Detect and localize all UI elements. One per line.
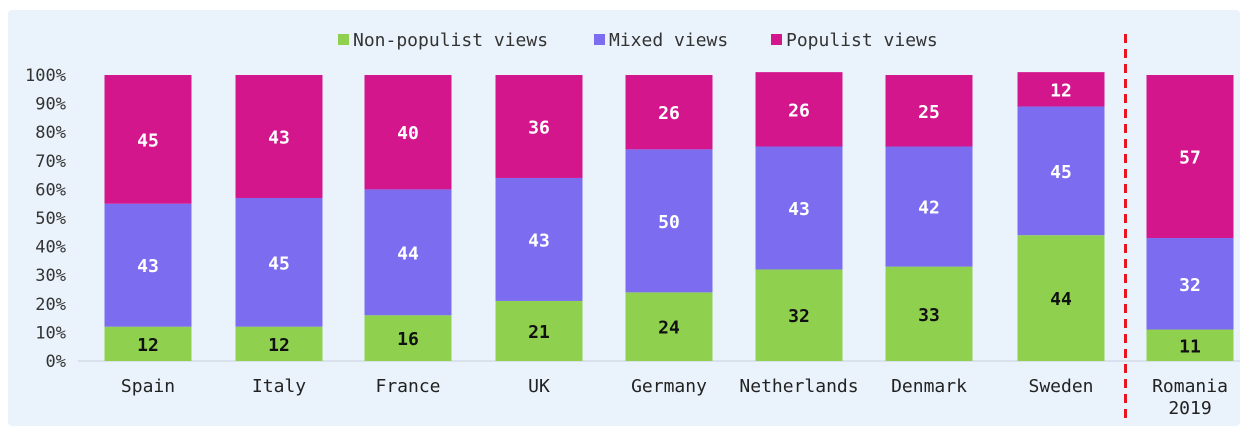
bar-segment: [495, 75, 583, 178]
bar-segment: [625, 292, 713, 361]
x-tick-label: Germany: [631, 376, 707, 397]
bar-segment: [1017, 106, 1105, 236]
bar-segment: [235, 326, 323, 361]
bar-segment: [885, 266, 973, 361]
bar-segment: [1146, 238, 1234, 330]
bar-segment: [755, 72, 843, 147]
data-label: 44: [1050, 289, 1072, 310]
bar-segment: [1017, 235, 1105, 361]
y-tick-label: 40%: [35, 238, 66, 258]
x-tick-label: Italy: [252, 376, 306, 397]
data-label: 16: [397, 329, 419, 350]
y-tick-label: 90%: [35, 95, 66, 115]
x-tick-label: 2019: [1168, 398, 1211, 419]
data-label: 43: [268, 127, 290, 148]
data-label: 24: [658, 318, 680, 339]
bar-segment: [495, 177, 583, 301]
x-tick-label: Romania: [1152, 376, 1228, 397]
data-label: 26: [658, 103, 680, 124]
bar-segment: [364, 189, 452, 316]
data-label: 12: [268, 335, 290, 356]
data-label: 26: [788, 100, 810, 121]
bar-segment: [235, 75, 323, 198]
y-tick-label: 20%: [35, 295, 66, 315]
bar-segment: [104, 203, 192, 327]
legend-label: Non-populist views: [353, 30, 548, 51]
data-label: 45: [137, 130, 159, 151]
bar-segment: [755, 146, 843, 270]
data-label: 11: [1179, 336, 1201, 357]
y-tick-label: 0%: [46, 352, 66, 372]
bar-segment: [885, 146, 973, 267]
data-label: 33: [918, 305, 940, 326]
legend-label: Populist views: [786, 30, 938, 51]
bar-segment: [625, 149, 713, 293]
bar-segment: [625, 75, 713, 150]
x-tick-label: Netherlands: [739, 376, 858, 397]
bar-segment: [495, 300, 583, 361]
data-label: 43: [528, 230, 550, 251]
x-tick-label: Sweden: [1028, 376, 1093, 397]
data-label: 43: [788, 199, 810, 220]
y-tick-label: 70%: [35, 152, 66, 172]
bar-segment: [1146, 75, 1234, 239]
data-label: 25: [918, 102, 940, 123]
legend-swatch: [594, 34, 605, 45]
bar-segment: [885, 75, 973, 147]
data-label: 45: [1050, 162, 1072, 183]
y-tick-label: 100%: [25, 66, 66, 86]
bar-segment: [104, 326, 192, 361]
data-label: 43: [137, 256, 159, 277]
y-tick-label: 10%: [35, 323, 66, 343]
legend-swatch: [771, 34, 782, 45]
bar-segment: [364, 75, 452, 190]
legend-swatch: [338, 34, 349, 45]
y-tick-label: 30%: [35, 266, 66, 286]
bar-segment: [364, 315, 452, 361]
y-tick-label: 80%: [35, 123, 66, 143]
data-label: 32: [788, 306, 810, 327]
data-label: 42: [918, 198, 940, 219]
y-tick-label: 60%: [35, 180, 66, 200]
x-tick-label: Spain: [121, 376, 175, 397]
bar-segment: [755, 269, 843, 361]
data-label: 44: [397, 243, 419, 264]
data-label: 12: [137, 335, 159, 356]
data-label: 57: [1179, 148, 1201, 169]
legend-label: Mixed views: [609, 30, 728, 51]
data-label: 40: [397, 123, 419, 144]
bar-segment: [104, 75, 192, 204]
data-label: 12: [1050, 80, 1072, 101]
data-label: 32: [1179, 275, 1201, 296]
data-label: 45: [268, 253, 290, 274]
bar-segment: [1017, 72, 1105, 107]
x-tick-label: France: [375, 376, 440, 397]
x-tick-label: UK: [528, 376, 550, 397]
bar-segment: [235, 197, 323, 327]
bar-segment: [1146, 329, 1234, 361]
data-label: 36: [528, 117, 550, 138]
y-tick-label: 50%: [35, 209, 66, 229]
data-label: 50: [658, 212, 680, 233]
data-label: 21: [528, 322, 550, 343]
x-tick-label: Denmark: [891, 376, 967, 397]
